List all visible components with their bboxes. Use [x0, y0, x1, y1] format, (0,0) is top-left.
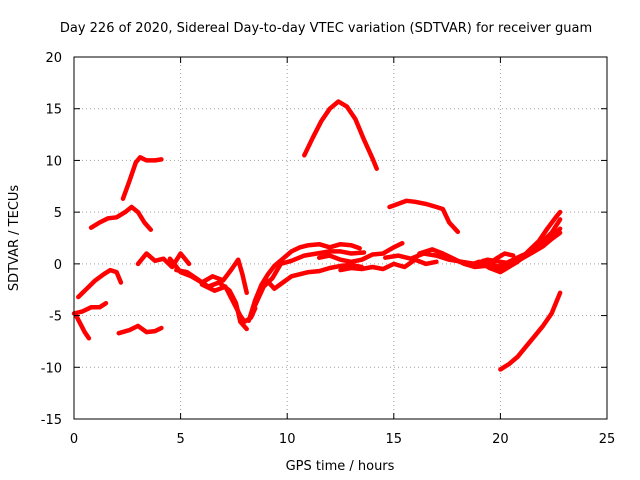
series-arc-01 — [88, 204, 154, 232]
y-tick-label: 5 — [54, 206, 62, 221]
series-arc-05 — [73, 313, 92, 341]
ticks: 0 5 10 15 20 25 -15 -10 -5 0 5 10 15 20 — [41, 51, 616, 447]
y-tick-label: 0 — [54, 258, 62, 273]
plot-frame — [73, 56, 608, 420]
series-arc-02 — [120, 155, 164, 201]
series-arc-14 — [316, 240, 405, 265]
series-arc-24 — [498, 290, 563, 372]
series-arc-11 — [246, 241, 362, 323]
series-arc-15 — [338, 257, 439, 273]
x-tick-label: 10 — [279, 432, 296, 447]
series-arc-07 — [135, 251, 192, 270]
series-layer — [71, 99, 563, 372]
y-axis-label: SDTVAR / TECUs — [7, 185, 22, 292]
y-tick-label: -5 — [49, 310, 62, 325]
series-arc-03 — [76, 267, 124, 300]
series-arc-22 — [302, 99, 379, 171]
y-tick-label: -15 — [41, 413, 62, 428]
series-arc-06 — [116, 323, 164, 336]
y-tick-label: 10 — [45, 154, 62, 169]
x-tick-label: 25 — [599, 432, 616, 447]
x-tick-label: 20 — [492, 432, 509, 447]
series-arc-13 — [263, 262, 365, 291]
y-tick-label: 20 — [45, 51, 62, 66]
x-tick-label: 15 — [386, 432, 403, 447]
x-tick-label: 0 — [70, 432, 78, 447]
series-arc-21 — [510, 209, 563, 267]
y-tick-label: 15 — [45, 103, 62, 118]
chart-title: Day 226 of 2020, Sidereal Day-to-day VTE… — [60, 21, 592, 36]
y-tick-label: -10 — [41, 361, 62, 376]
grid — [74, 57, 607, 419]
series-arc-08 — [167, 256, 249, 296]
x-tick-label: 5 — [176, 432, 184, 447]
series-arc-23 — [387, 198, 461, 235]
x-axis-label: GPS time / hours — [286, 459, 395, 474]
series-arc-04 — [71, 300, 109, 316]
